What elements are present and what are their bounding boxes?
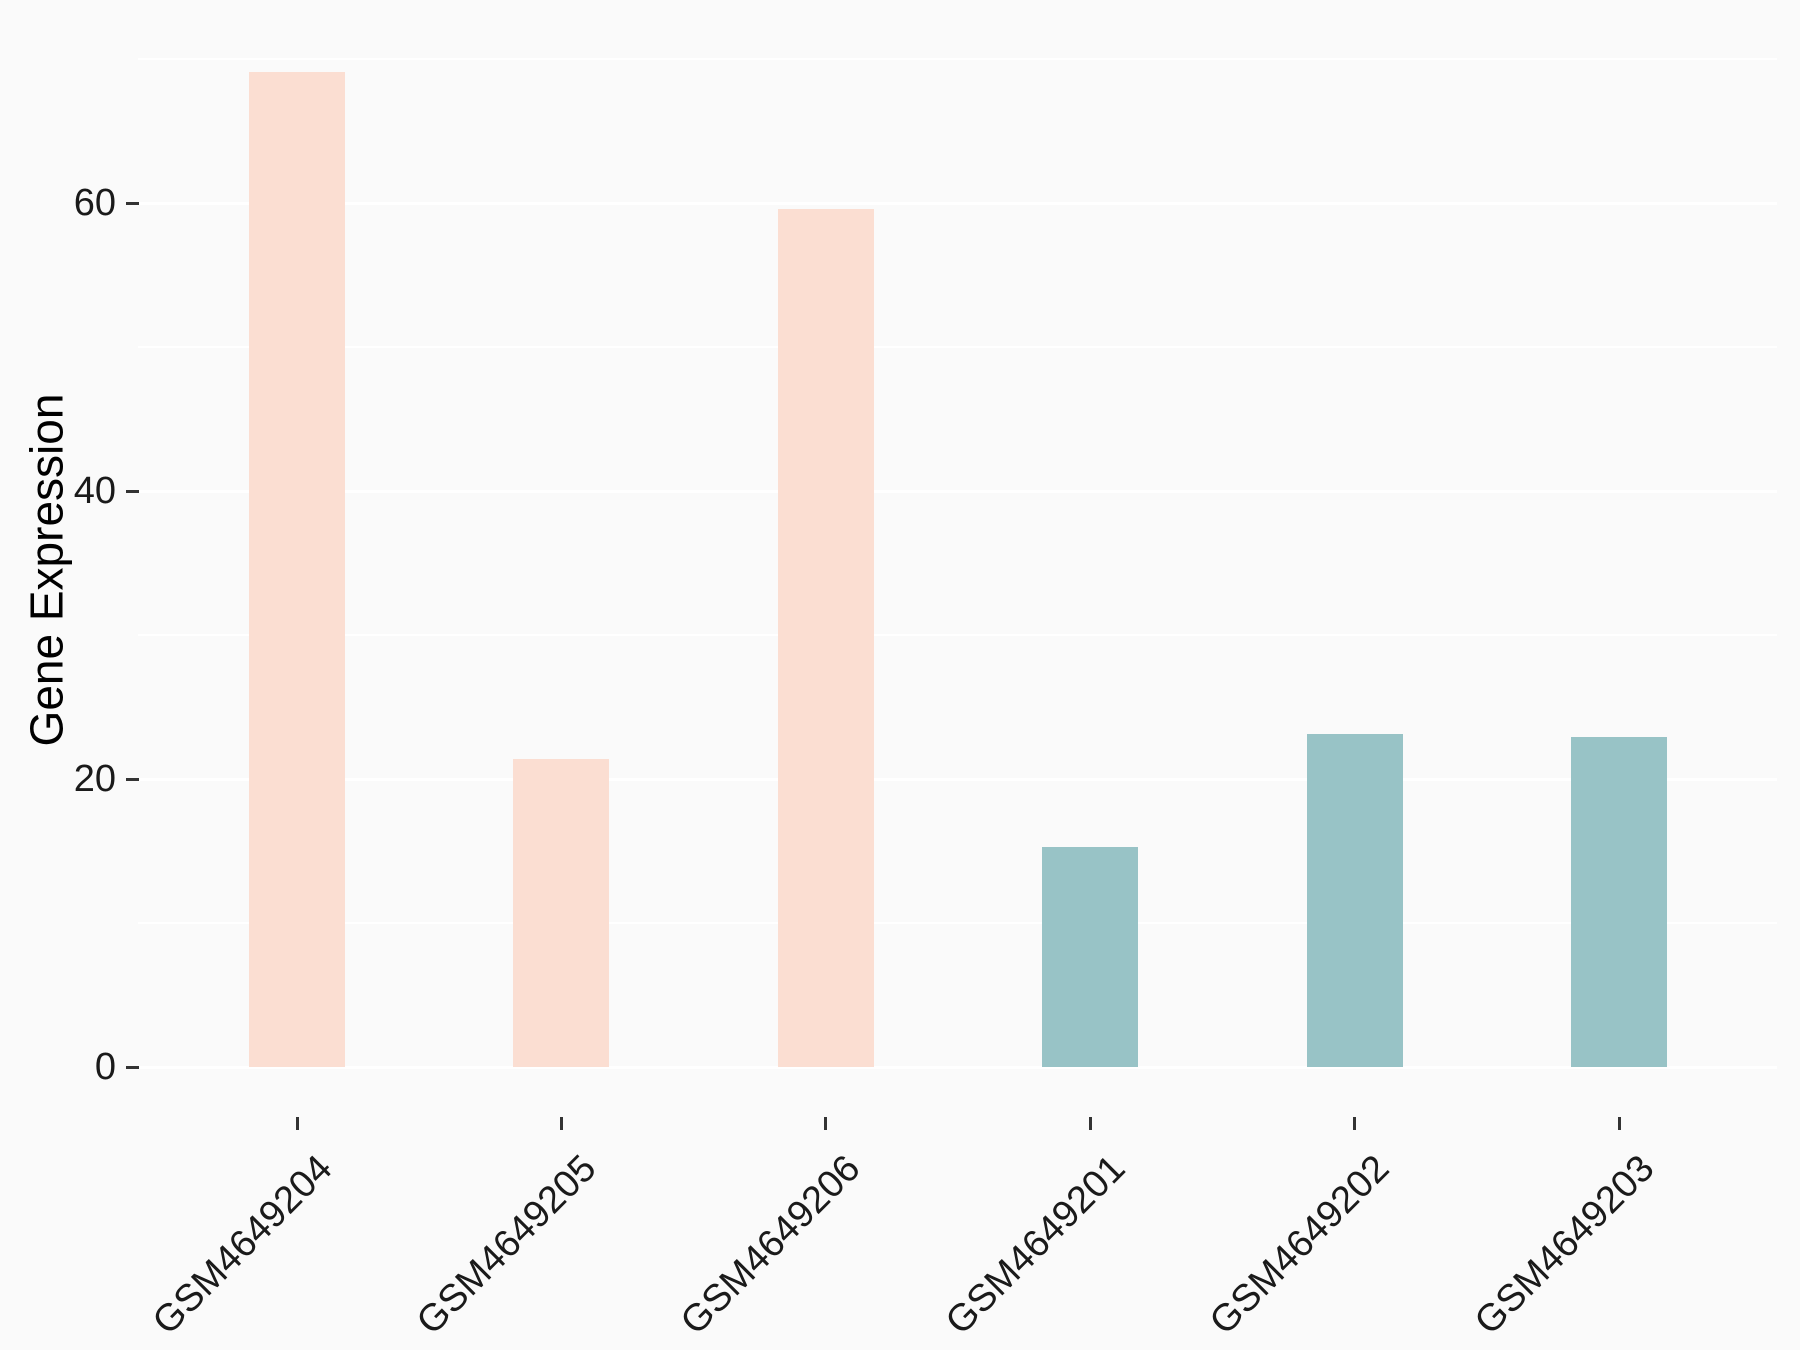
x-axis-tick-mark bbox=[1353, 1117, 1357, 1130]
minor-gridline bbox=[138, 634, 1777, 636]
x-axis-tick-mark bbox=[1617, 1117, 1621, 1130]
x-axis-tick-label-gsm4649206: GSM4649206 bbox=[673, 1147, 869, 1343]
y-axis-tick-mark bbox=[126, 1065, 139, 1069]
x-axis-tick-mark bbox=[295, 1117, 299, 1130]
y-axis-tick-mark bbox=[126, 777, 139, 781]
y-axis-tick-label: 60 bbox=[73, 182, 116, 224]
bar-gsm4649206 bbox=[777, 208, 874, 1067]
minor-gridline bbox=[138, 922, 1777, 924]
bar-gsm4649203 bbox=[1571, 737, 1667, 1067]
major-gridline bbox=[138, 777, 1777, 781]
x-axis-tick-mark bbox=[824, 1117, 828, 1130]
y-axis-tick-label: 0 bbox=[94, 1046, 116, 1088]
x-axis-tick-label-gsm4649204: GSM4649204 bbox=[144, 1147, 340, 1343]
major-gridline bbox=[138, 201, 1777, 205]
x-axis-tick-label-gsm4649202: GSM4649202 bbox=[1202, 1147, 1398, 1343]
bar-gsm4649201 bbox=[1042, 846, 1139, 1067]
x-axis-tick-label-gsm4649205: GSM4649205 bbox=[408, 1147, 605, 1343]
x-axis-tick-mark bbox=[559, 1117, 563, 1130]
bar-gsm4649205 bbox=[513, 758, 610, 1067]
minor-gridline bbox=[138, 58, 1777, 60]
major-gridline bbox=[138, 1065, 1777, 1069]
y-axis-tick-mark bbox=[126, 201, 139, 205]
y-axis-tick-label: 40 bbox=[73, 470, 116, 512]
x-axis-tick-label-gsm4649203: GSM4649203 bbox=[1466, 1147, 1662, 1343]
bar-gsm4649202 bbox=[1306, 734, 1403, 1067]
minor-gridline bbox=[138, 346, 1777, 348]
major-gridline bbox=[138, 489, 1777, 493]
x-axis-tick-mark bbox=[1088, 1117, 1092, 1130]
y-axis-tick-mark bbox=[126, 489, 139, 493]
y-axis-tick-label: 20 bbox=[73, 758, 116, 800]
x-axis-tick-label-gsm4649201: GSM4649201 bbox=[937, 1147, 1134, 1343]
bar-gsm4649204 bbox=[249, 71, 345, 1067]
